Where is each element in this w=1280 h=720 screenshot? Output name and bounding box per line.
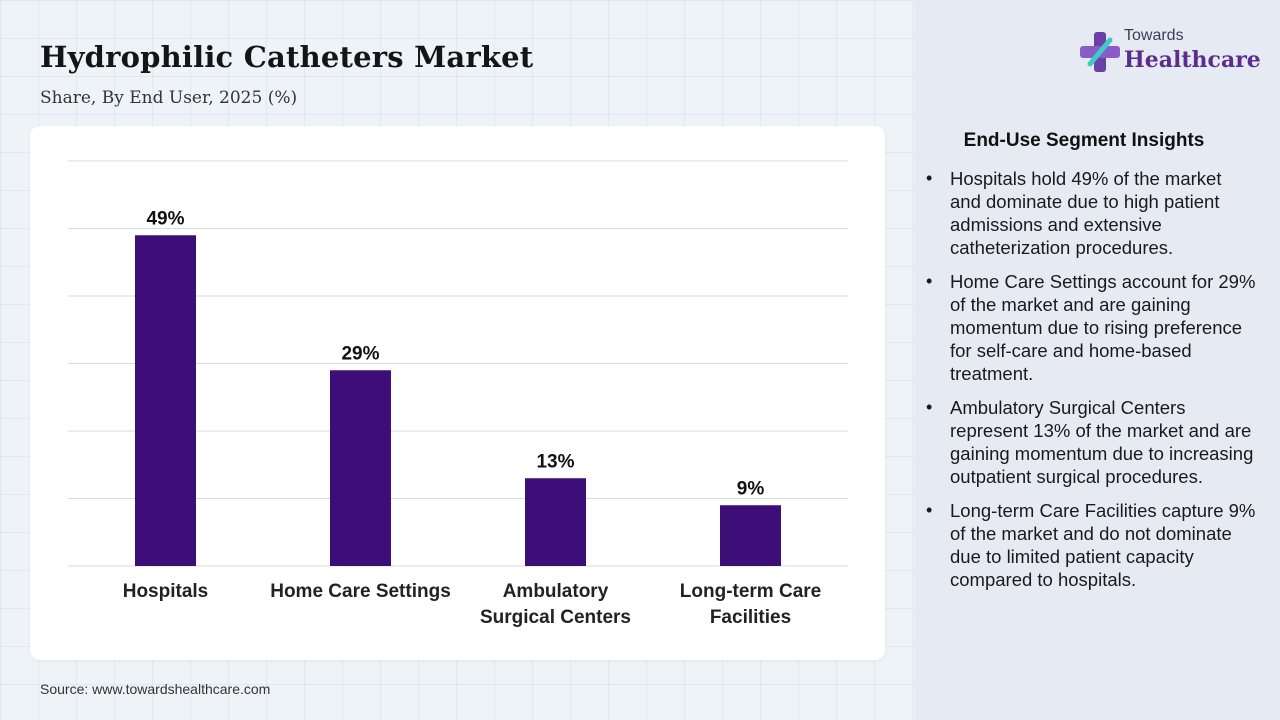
medical-cross-icon — [1080, 32, 1120, 72]
bar[interactable] — [525, 478, 586, 566]
bar[interactable] — [135, 235, 196, 566]
data-label: 13% — [536, 451, 574, 472]
data-label: 29% — [341, 343, 379, 364]
x-tick-label: Hospitals — [61, 579, 271, 605]
x-tick-label: Ambulatory Surgical Centers — [451, 579, 661, 631]
bullet-icon: • — [926, 500, 933, 520]
insight-item: • Home Care Settings account for 29% of t… — [926, 270, 1256, 385]
page-title: Hydrophilic Catheters Market — [40, 40, 534, 74]
bullet-icon: • — [926, 271, 933, 291]
x-tick-label: Home Care Settings — [256, 579, 466, 605]
insights-title: End-Use Segment Insights — [963, 130, 1205, 151]
data-label: 9% — [737, 478, 765, 499]
x-tick-label: Long-term Care Facilities — [646, 579, 856, 631]
bar-chart: 49% 29% 13% 9% — [68, 160, 848, 567]
x-tick-label-line: Facilities — [709, 607, 792, 628]
insight-text: Home Care Settings account for 29% of th… — [950, 271, 1256, 384]
data-label: 49% — [146, 208, 184, 229]
insights-list: • Hospitals hold 49% of the market and do… — [926, 167, 1256, 602]
insight-text: Ambulatory Surgical Centers represent 13… — [950, 397, 1254, 487]
x-tick-label-line: Hospitals — [122, 581, 209, 602]
bullet-icon: • — [926, 168, 933, 188]
chart-card: 49% 29% 13% 9% Hospitals Home Care Settings A… — [30, 126, 885, 660]
bar[interactable] — [720, 505, 781, 566]
logo-text-healthcare: Healthcare — [1124, 47, 1261, 73]
page-subtitle: Share, By End User, 2025 (%) — [40, 88, 298, 108]
insights-panel — [914, 0, 1280, 720]
bullet-icon: • — [926, 397, 933, 417]
x-tick-label-line: Home Care Settings — [270, 581, 451, 602]
insight-text: Long-term Care Facilities capture 9% of … — [950, 500, 1256, 590]
brand-logo[interactable]: Towards Healthcare — [1080, 27, 1261, 79]
x-tick-label-line: Long-term Care — [679, 581, 822, 602]
insight-item: • Long-term Care Facilities capture 9% of… — [926, 499, 1256, 591]
insight-text: Hospitals hold 49% of the market and dom… — [950, 168, 1222, 258]
insight-item: • Hospitals hold 49% of the market and do… — [926, 167, 1256, 259]
source-note: Source: www.towardshealthcare.com — [40, 681, 271, 697]
bar[interactable] — [330, 370, 391, 566]
x-tick-label-line: Surgical Centers — [480, 607, 631, 628]
chart-area: Hydrophilic Catheters Market Share, By E… — [30, 40, 885, 697]
logo-text-towards: Towards — [1124, 27, 1184, 44]
x-tick-label-line: Ambulatory — [502, 581, 609, 602]
insight-item: • Ambulatory Surgical Centers represent 1… — [926, 396, 1256, 488]
